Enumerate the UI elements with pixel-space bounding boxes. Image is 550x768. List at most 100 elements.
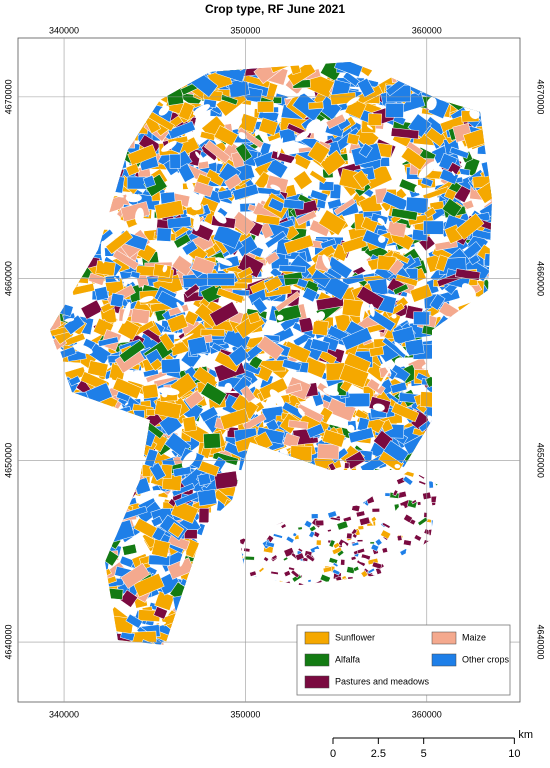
field [461,472,472,481]
field [470,519,479,526]
field [76,541,102,564]
x-tick-label: 340000 [49,25,79,35]
field [50,172,69,189]
field [65,399,76,409]
gap [70,499,81,519]
field [197,472,212,487]
field [50,355,62,376]
field [326,397,357,422]
field [279,492,289,501]
field [297,582,307,591]
field [210,530,230,547]
field [87,182,117,194]
field [331,568,341,576]
field [386,468,398,479]
field [349,477,360,485]
field [459,578,469,585]
field [337,604,349,614]
field [431,340,455,352]
field [387,589,399,598]
field [124,118,140,131]
field [237,646,245,653]
field [260,610,268,617]
field [258,464,268,472]
field [370,611,378,619]
scale-bar-label: 10 [508,748,520,760]
field [403,63,430,76]
field [50,584,68,602]
field [329,605,339,613]
field [244,555,255,561]
field [425,435,436,444]
gap [437,585,447,600]
field [346,532,353,540]
field [380,529,392,540]
field [419,391,437,408]
field [63,457,76,469]
field [203,620,228,636]
field [482,336,492,353]
field [50,273,76,292]
field [446,481,459,493]
field [465,329,490,353]
field [350,605,356,611]
field [71,106,103,135]
field [347,576,354,583]
field [442,521,451,529]
field [56,105,79,123]
gap [460,500,468,504]
field [84,139,114,161]
field [74,182,92,199]
x-tick-label: 340000 [49,709,79,719]
field [122,62,135,70]
field [60,502,86,516]
field [61,80,88,94]
field [473,580,481,587]
field [50,575,66,596]
field [75,588,97,603]
field [69,164,98,181]
field [140,66,158,83]
field [237,563,244,572]
field [90,90,106,108]
field [53,194,77,210]
field [391,608,400,616]
field [82,516,105,531]
field [257,101,274,113]
field [464,434,486,457]
field [86,548,99,561]
field [331,583,345,595]
field [415,552,424,562]
field [61,606,80,621]
field [381,547,389,554]
field [50,282,60,304]
field [244,494,251,499]
field [182,580,210,591]
field [156,227,172,242]
field [120,91,145,112]
field [69,201,80,210]
field [429,338,448,359]
field [196,523,221,542]
field [219,516,236,530]
field [385,102,404,118]
field [254,609,262,618]
field [68,494,93,518]
field [110,124,139,141]
legend-label: Maize [462,632,486,642]
field [397,586,408,594]
field [479,554,490,562]
field [159,67,179,86]
field [477,509,483,516]
field [479,325,492,348]
field [217,608,243,626]
field [84,508,113,530]
field [81,520,108,538]
crop-fields [50,62,492,653]
field [482,321,492,345]
field [60,456,90,473]
field [92,441,104,454]
field [445,494,453,503]
legend-label: Other crops [462,654,510,664]
